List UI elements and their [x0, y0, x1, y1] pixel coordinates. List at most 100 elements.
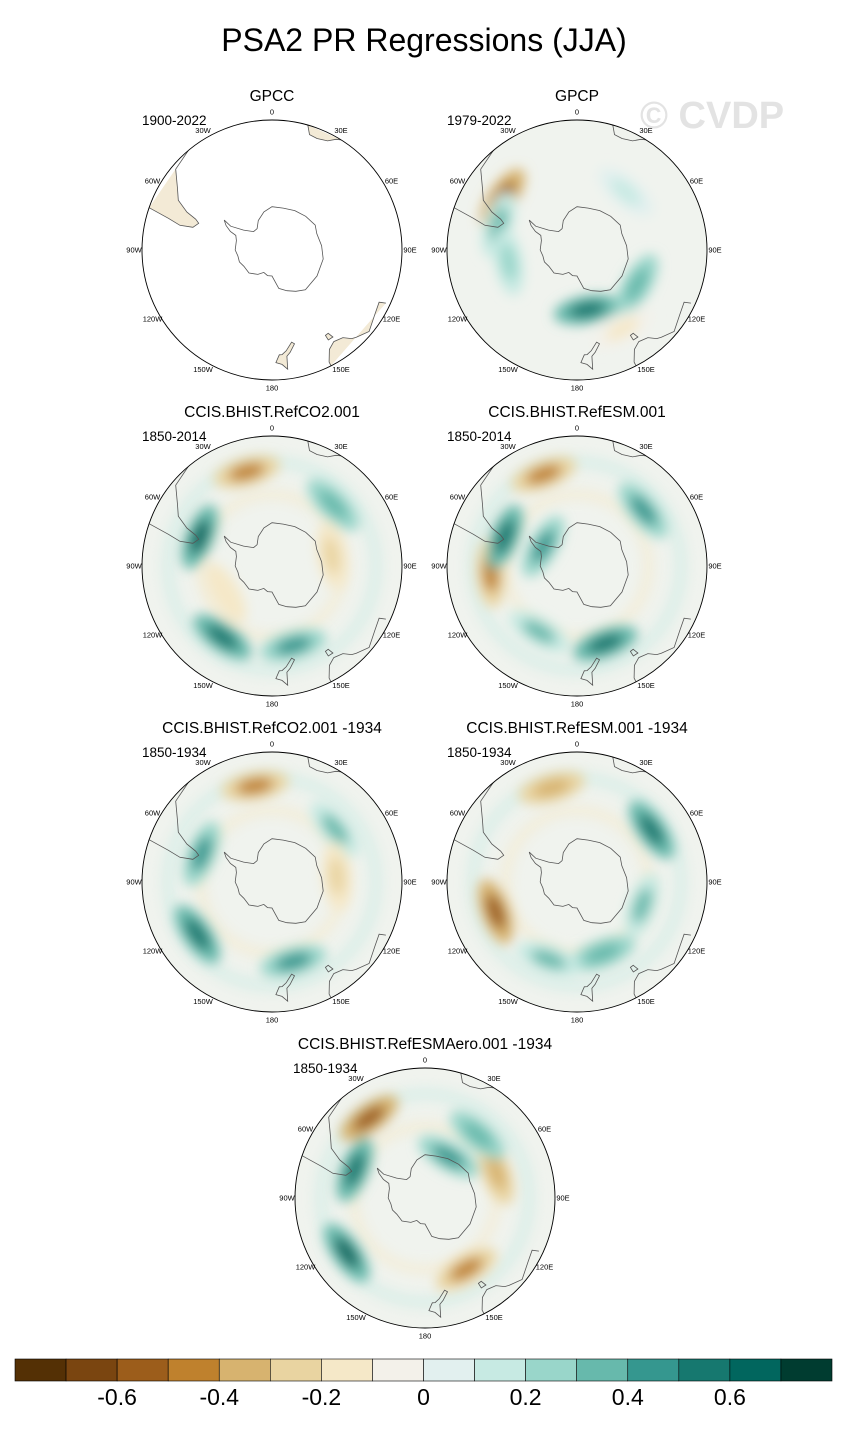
lon-label: 0 [575, 108, 579, 117]
lon-label: 90W [126, 878, 142, 887]
lon-label: 30W [500, 126, 516, 135]
lon-label: 150W [498, 681, 519, 690]
colorbar-swatch [729, 1358, 782, 1382]
lon-label: 120E [536, 1263, 554, 1272]
map-border [446, 751, 708, 1013]
lon-label: 60E [690, 809, 703, 818]
africa-outline [307, 440, 341, 458]
madagascar-outline [369, 459, 386, 471]
lon-label: 90E [708, 878, 721, 887]
polar-map: 0 30E 60E 90E 120E 150E 180 150W 120W 90W 60W 30W [126, 108, 416, 393]
africa-outline [307, 124, 341, 142]
field-anomaly-core [585, 943, 621, 964]
australia-outline [328, 933, 386, 998]
panel-3: CCIS.BHIST.RefCO2.001 1850-2014 0 30E 60E 9… [122, 404, 422, 709]
lon-label: 120E [688, 947, 706, 956]
tasmania-outline [629, 648, 639, 657]
tasmania-outline [477, 1280, 487, 1289]
lon-label: 150W [498, 365, 519, 374]
madagascar-outline [522, 1091, 539, 1103]
panel-4: CCIS.BHIST.RefESM.001 1850-2014 0 30E 60E 9… [427, 404, 727, 709]
colorbar-swatch [627, 1358, 680, 1382]
new-zealand-outline [580, 341, 601, 371]
lon-label: 120W [448, 315, 469, 324]
map-field [142, 120, 402, 380]
lon-label: 180 [571, 384, 584, 393]
lon-label: 180 [419, 1332, 432, 1341]
panel-7: CCIS.BHIST.RefESMAero.001 -1934 1850-193… [275, 1036, 575, 1341]
field-ring [500, 489, 654, 643]
madagascar-outline [369, 143, 386, 155]
lon-label: 30E [334, 758, 347, 767]
lon-label: 150W [193, 681, 214, 690]
south-america-outline [453, 782, 505, 860]
map-field [142, 436, 402, 696]
colorbar-swatch [321, 1358, 373, 1382]
map-border [141, 435, 403, 697]
south-america-outline [453, 466, 505, 544]
field-anomaly-core [185, 918, 210, 951]
lon-label: 120W [296, 1263, 317, 1272]
field-anomaly-core [236, 777, 274, 795]
field-anomaly-core [275, 636, 312, 655]
panel-2: GPCP 1979-2022 0 30E 60E 90E 120E 150E 180 150W… [427, 88, 727, 393]
lon-label: 60E [385, 809, 398, 818]
field-anomaly-core [275, 952, 312, 971]
lon-label: 150E [637, 997, 655, 1006]
lon-label: 30E [334, 126, 347, 135]
australia-outline [633, 617, 691, 682]
lon-label: 120E [383, 947, 401, 956]
madagascar-outline [674, 459, 691, 471]
lon-label: 150E [637, 365, 655, 374]
map-background [295, 1068, 555, 1328]
lon-label: 0 [270, 108, 274, 117]
panel-period: 1979-2022 [447, 113, 512, 128]
lon-label: 90E [708, 246, 721, 255]
field-anomaly-core [522, 620, 556, 644]
lon-label: 60W [450, 493, 466, 502]
panel-title: CCIS.BHIST.RefCO2.001 -1934 [162, 720, 382, 737]
australia-outline [328, 617, 386, 682]
field-anomaly-core [500, 243, 517, 281]
field-anomaly-core [328, 857, 345, 895]
tasmania-outline [324, 964, 334, 973]
lon-label: 180 [266, 700, 279, 709]
map-field [447, 436, 707, 696]
lon-label: 60E [690, 177, 703, 186]
field-anomaly-core [323, 537, 340, 575]
panel-6: CCIS.BHIST.RefESM.001 -1934 1850-1934 0 3… [427, 720, 727, 1025]
antarctica-outline [376, 1154, 477, 1240]
polar-map: 0 30E 60E 90E 120E 150E 180 150W 120W 90W 60W 30W [431, 424, 721, 709]
map-field [295, 1068, 555, 1328]
map-field [447, 120, 707, 380]
field-anomaly-core [533, 778, 570, 797]
lon-label: 90E [403, 878, 416, 887]
colorbar-swatch [270, 1358, 322, 1382]
map-field [142, 752, 402, 1012]
lon-label: 120W [143, 947, 164, 956]
field-anomaly-core [334, 1236, 360, 1269]
lon-label: 30W [195, 758, 211, 767]
field-anomaly-core [605, 317, 640, 341]
lon-label: 60W [145, 177, 161, 186]
antarctica-outline [223, 522, 324, 608]
field-anomaly-core [610, 178, 641, 206]
lon-label: 0 [423, 1056, 427, 1065]
lon-label: 90W [431, 562, 447, 571]
australia-outline [481, 1249, 539, 1314]
field-anomaly-core [449, 1257, 483, 1281]
colorbar-swatch [14, 1358, 67, 1382]
colorbar-swatch [780, 1358, 833, 1382]
polar-map: 0 30E 60E 90E 120E 150E 180 150W 120W 90W 60W 30W [279, 1056, 569, 1341]
new-zealand-outline [275, 341, 296, 371]
lon-label: 180 [266, 1016, 279, 1025]
colorbar-swatch [678, 1358, 731, 1382]
antarctica-outline [528, 522, 629, 608]
lon-label: 150E [332, 365, 350, 374]
lon-label: 30E [639, 126, 652, 135]
tasmania-outline [629, 332, 639, 341]
field-anomaly-core [525, 464, 562, 485]
field-anomaly-core [189, 519, 210, 555]
figure-title: PSA2 PR Regressions (JJA) [221, 22, 627, 58]
panel-period: 1900-2022 [142, 113, 207, 128]
